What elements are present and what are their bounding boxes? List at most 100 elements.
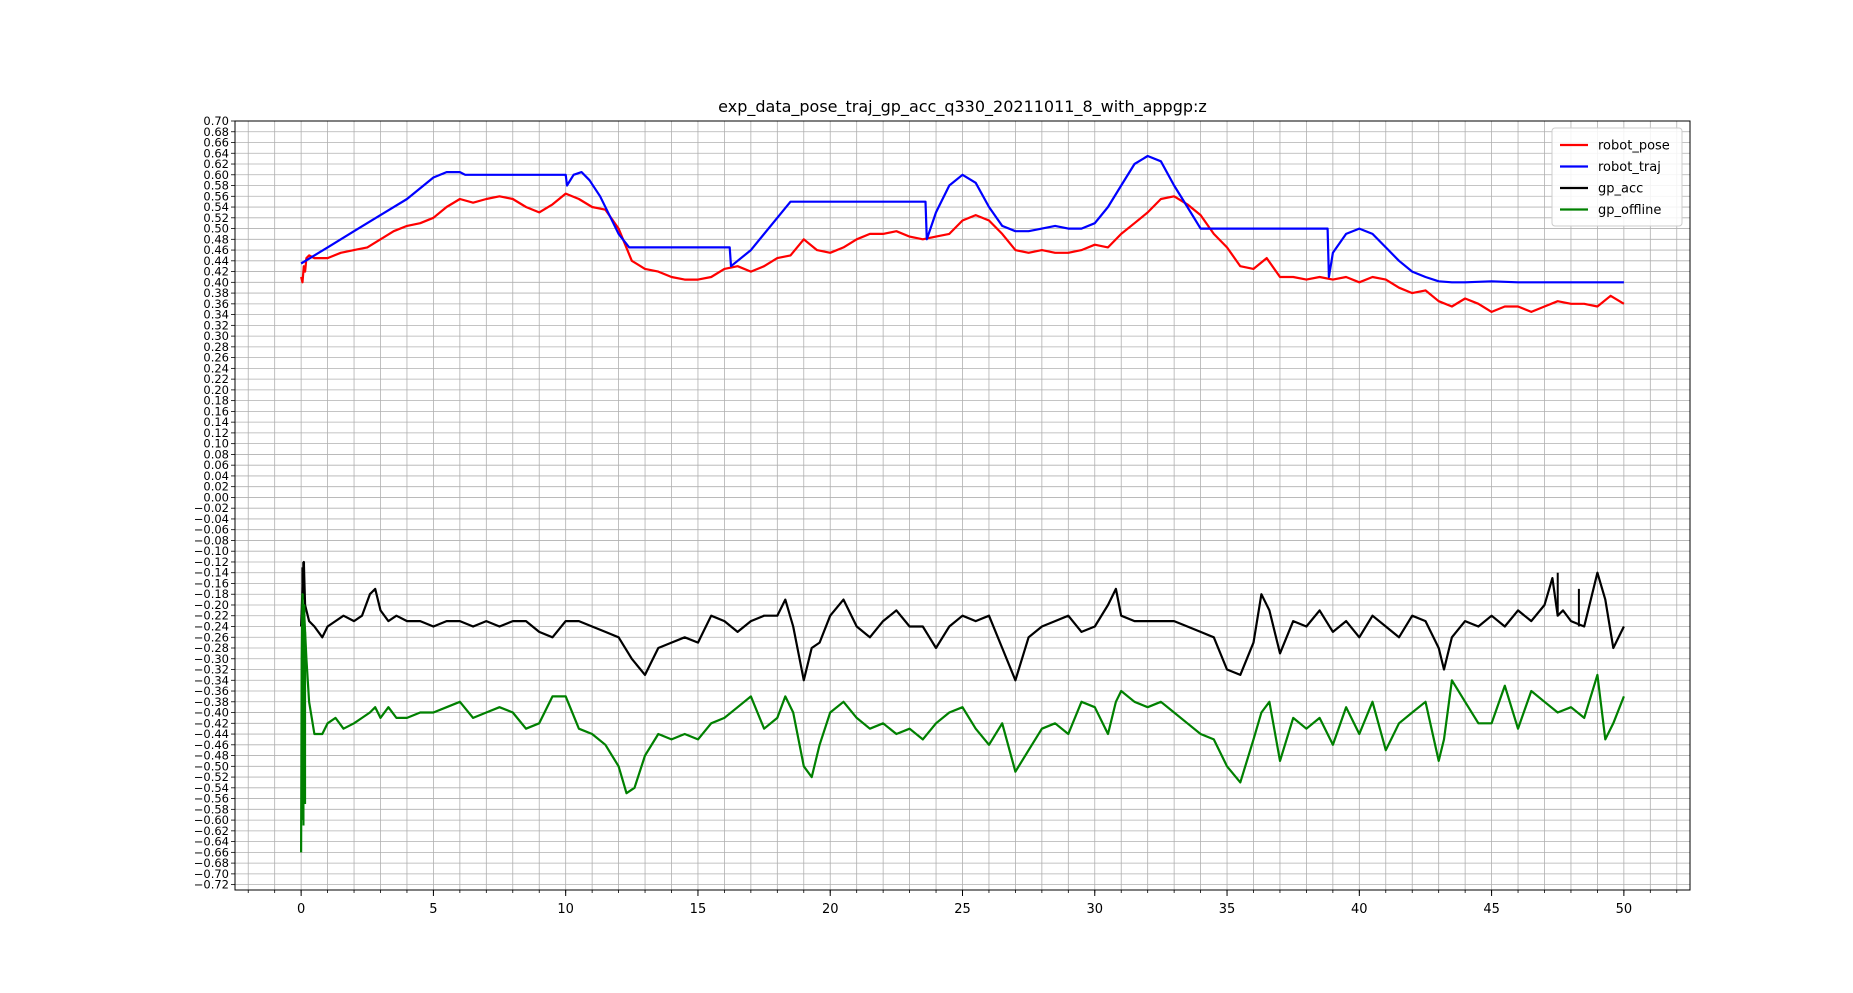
y-tick-label: −0.66: [194, 845, 229, 859]
y-tick-label: −0.36: [194, 684, 229, 698]
y-tick-label: −0.54: [194, 781, 229, 795]
y-tick-label: 0.28: [203, 340, 229, 354]
y-tick-label: 0.34: [203, 308, 229, 322]
y-tick-label: 0.20: [203, 383, 229, 397]
legend-item: robot_pose: [1560, 139, 1670, 154]
y-tick-label: 0.46: [203, 243, 229, 257]
y-tick-label: −0.34: [194, 673, 229, 687]
legend-item: gp_acc: [1560, 182, 1643, 197]
y-tick-label: −0.16: [194, 576, 229, 590]
y-tick-label: −0.72: [194, 878, 229, 892]
y-tick-label: 0.48: [203, 232, 229, 246]
y-tick-label: 0.14: [203, 415, 229, 429]
chart-title: exp_data_pose_traj_gp_acc_q330_20211011_…: [718, 97, 1207, 117]
y-tick-label: 0.12: [203, 426, 229, 440]
y-tick-label: 0.36: [203, 297, 229, 311]
legend-item: robot_traj: [1560, 160, 1661, 175]
y-tick-label: 0.58: [203, 179, 229, 193]
y-tick-label: 0.54: [203, 200, 229, 214]
y-tick-label: −0.56: [194, 792, 229, 806]
series-line: [300, 154, 1624, 284]
legend-label: gp_acc: [1598, 182, 1643, 197]
y-tick-label: −0.18: [194, 587, 229, 601]
y-tick-label: 0.60: [203, 168, 229, 182]
y-tick-label: −0.38: [194, 695, 229, 709]
y-tick-label: −0.24: [194, 619, 229, 633]
x-tick-label: 40: [1351, 902, 1368, 917]
y-tick-label: −0.02: [194, 501, 229, 515]
y-tick-label: −0.32: [194, 663, 229, 677]
x-tick-label: 30: [1086, 902, 1103, 917]
x-tick-label: 10: [557, 902, 574, 917]
y-tick-label: −0.62: [194, 824, 229, 838]
y-tick-label: 0.56: [203, 189, 229, 203]
y-tick-label: −0.26: [194, 630, 229, 644]
y-tick-label: 0.22: [203, 372, 229, 386]
x-tick-label: 35: [1219, 902, 1236, 917]
y-tick-label: −0.22: [194, 609, 229, 623]
y-tick-label: 0.38: [203, 286, 229, 300]
y-tick-label: 0.02: [203, 480, 229, 494]
y-tick-label: 0.30: [203, 329, 229, 343]
legend-label: robot_traj: [1598, 160, 1661, 175]
y-tick-label: 0.42: [203, 265, 229, 279]
legend: robot_pose robot_traj gp_acc gp_offline: [1551, 127, 1683, 227]
y-tick-label: −0.14: [194, 566, 229, 580]
series-line: [300, 593, 1625, 853]
y-tick-label: −0.64: [194, 835, 229, 849]
series-robot-pose: [300, 192, 1625, 313]
y-tick-label: 0.44: [203, 254, 229, 268]
y-tick-label: 0.64: [203, 146, 229, 160]
y-tick-label: −0.58: [194, 802, 229, 816]
y-tick-label: 0.52: [203, 211, 229, 225]
legend-box: [1551, 127, 1683, 227]
y-tick-label: −0.52: [194, 770, 229, 784]
y-tick-label: −0.68: [194, 856, 229, 870]
y-tick-label: −0.60: [194, 813, 229, 827]
y-tick-label: 0.16: [203, 404, 229, 418]
y-tick-label: 0.40: [203, 275, 229, 289]
y-tick-label: 0.06: [203, 458, 229, 472]
legend-label: robot_pose: [1598, 139, 1670, 154]
y-tick-label: −0.06: [194, 523, 229, 537]
x-tick-label: 0: [297, 902, 305, 917]
y-tick-label: 0.70: [203, 114, 229, 128]
series-layer: [300, 154, 1625, 853]
y-tick-label: −0.70: [194, 867, 229, 881]
legend-item: gp_offline: [1560, 203, 1661, 218]
y-tick-label: 0.24: [203, 361, 229, 375]
y-tick-label: −0.46: [194, 738, 229, 752]
y-tick-label: 0.32: [203, 318, 229, 332]
y-tick-label: 0.18: [203, 394, 229, 408]
y-tick-label: 0.04: [203, 469, 229, 483]
series-line: [300, 192, 1625, 313]
x-tick-label: 45: [1483, 902, 1500, 917]
legend-label: gp_offline: [1598, 203, 1661, 218]
y-tick-label: −0.40: [194, 706, 229, 720]
y-tick-label: 0.66: [203, 136, 229, 150]
y-tick-label: −0.20: [194, 598, 229, 612]
x-tick-label: 25: [954, 902, 971, 917]
y-tick-label: −0.08: [194, 533, 229, 547]
y-tick-label: 0.10: [203, 437, 229, 451]
y-tick-label: −0.12: [194, 555, 229, 569]
y-tick-label: 0.68: [203, 125, 229, 139]
axis-ticks: 0 5 10 15 20 25 30 35 40 45 50 −0.72−0.70−0.68−0.66…: [194, 114, 1678, 917]
y-tick-label: −0.44: [194, 727, 229, 741]
y-tick-label: 0.00: [203, 490, 229, 504]
y-tick-label: 0.08: [203, 447, 229, 461]
y-tick-label: −0.48: [194, 749, 229, 763]
y-tick-label: 0.50: [203, 222, 229, 236]
x-tick-label: 20: [822, 902, 839, 917]
series-robot-traj: [300, 154, 1624, 284]
series-line: [300, 560, 1625, 682]
y-tick-label: −0.28: [194, 641, 229, 655]
y-tick-label: −0.42: [194, 716, 229, 730]
y-tick-label: 0.26: [203, 351, 229, 365]
y-tick-label: −0.50: [194, 759, 229, 773]
y-tick-label: 0.62: [203, 157, 229, 171]
y-tick-label: −0.30: [194, 652, 229, 666]
x-tick-label: 50: [1616, 902, 1633, 917]
